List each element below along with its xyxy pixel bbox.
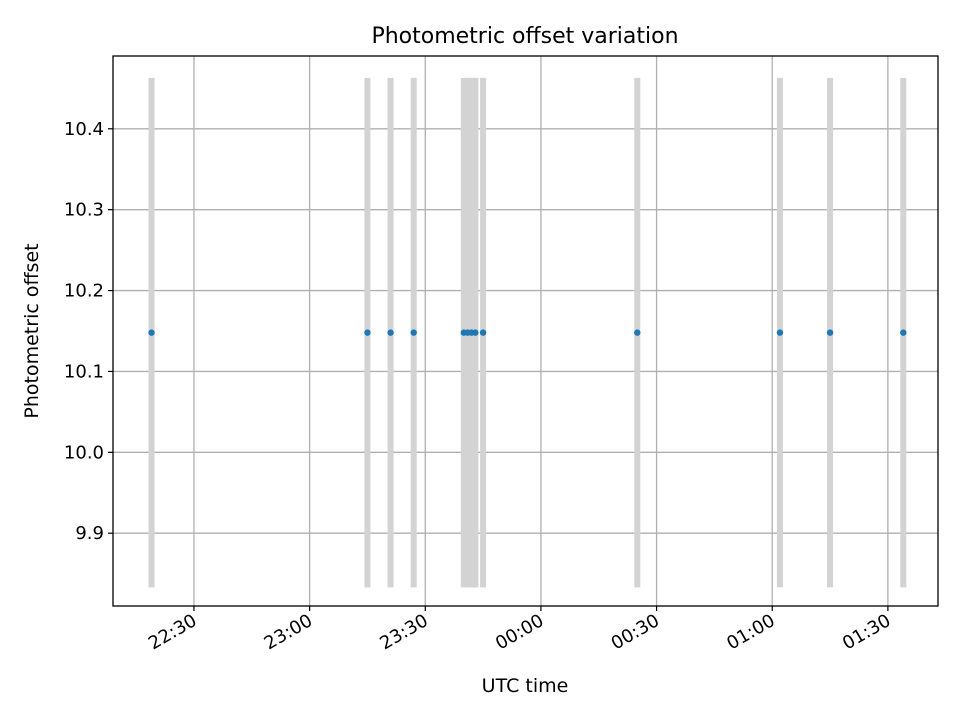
data-point — [387, 329, 394, 336]
data-points — [148, 329, 907, 336]
data-point — [776, 329, 784, 336]
x-axis-label: UTC time — [482, 675, 569, 697]
data-point — [364, 329, 371, 336]
x-tick-label: 22:30 — [145, 610, 200, 654]
y-tick-label: 10.3 — [64, 200, 104, 221]
plot-frame — [112, 55, 939, 607]
data-point — [410, 329, 417, 336]
grid — [113, 56, 938, 606]
chart-title: Photometric offset variation — [371, 24, 678, 49]
x-tick-label: 23:30 — [376, 610, 431, 654]
data-point — [826, 329, 834, 336]
data-point — [900, 329, 907, 336]
y-tick-label: 10.1 — [64, 361, 104, 382]
data-point — [634, 329, 641, 336]
y-tick-label: 10.2 — [64, 281, 104, 302]
error-bars — [148, 77, 907, 588]
data-point — [148, 329, 155, 336]
x-tick-label: 01:30 — [839, 610, 894, 654]
x-tick-label: 01:00 — [723, 610, 778, 654]
y-tick-label: 10.4 — [64, 119, 104, 140]
data-point — [472, 329, 479, 336]
x-tick-label: 00:00 — [492, 610, 547, 654]
y-tick-label: 9.9 — [75, 523, 104, 544]
x-tick-label: 00:30 — [608, 610, 663, 654]
ticks: 22:30 23:00 23:30 00:00 00:30 01:00 01:30 9.9 10… — [64, 119, 894, 654]
y-tick-label: 10.0 — [64, 442, 104, 463]
y-axis-label: Photometric offset — [21, 243, 43, 418]
x-tick-label: 23:00 — [261, 610, 316, 654]
data-point — [479, 329, 487, 336]
